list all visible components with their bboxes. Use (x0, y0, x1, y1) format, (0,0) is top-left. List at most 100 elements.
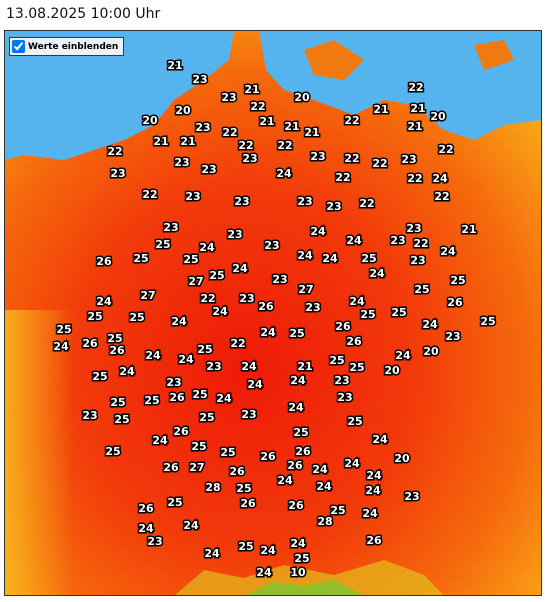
temperature-label: 24 (369, 267, 385, 280)
temperature-label: 23 (192, 73, 207, 86)
temperature-label: 23 (390, 234, 405, 247)
temperature-label: 25 (294, 552, 309, 565)
temperature-label: 25 (92, 370, 107, 383)
temperature-label: 26 (82, 337, 98, 350)
temperature-label: 22 (407, 172, 422, 185)
temperature-label: 24 (365, 484, 381, 497)
temperature-label: 25 (220, 446, 235, 459)
temperature-label: 24 (276, 167, 292, 180)
temperature-label: 23 (334, 374, 349, 387)
temperature-label: 24 (432, 172, 448, 185)
temperature-label: 22 (222, 126, 237, 139)
temperature-label: 25 (110, 396, 125, 409)
temperature-label: 24 (145, 349, 161, 362)
temperature-label: 26 (240, 497, 256, 510)
temperature-label: 24 (395, 349, 411, 362)
temperature-label: 24 (344, 457, 360, 470)
temperature-label: 25 (236, 482, 251, 495)
temperature-label: 23 (272, 273, 287, 286)
temperature-label: 26 (260, 450, 276, 463)
temperature-label: 25 (129, 311, 144, 324)
temperature-label: 24 (288, 401, 304, 414)
temperature-label: 20 (430, 110, 446, 123)
temperature-label: 26 (163, 461, 179, 474)
temperature-label: 20 (394, 452, 410, 465)
temperature-label: 21 (297, 360, 312, 373)
temperature-label: 20 (384, 364, 400, 377)
temperature-label: 23 (234, 195, 249, 208)
temperature-label: 23 (305, 301, 320, 314)
temperature-label: 27 (188, 275, 203, 288)
temperature-label: 24 (260, 326, 276, 339)
temperature-label: 25 (199, 411, 214, 424)
temperature-label: 26 (335, 320, 351, 333)
temperature-label: 24 (53, 340, 69, 353)
temperature-label: 25 (192, 388, 207, 401)
temperature-label: 21 (167, 59, 182, 72)
temperature-label: 24 (366, 469, 382, 482)
temperature-label: 25 (56, 323, 71, 336)
temperature-label: 25 (155, 238, 170, 251)
temperature-label: 26 (169, 391, 185, 404)
temperature-label: 25 (480, 315, 495, 328)
temperature-label: 20 (175, 104, 191, 117)
temperature-label: 22 (413, 237, 428, 250)
temperature-label: 21 (244, 83, 259, 96)
temperature-label: 26 (287, 459, 303, 472)
temperature-label: 21 (461, 223, 476, 236)
temperature-label: 26 (447, 296, 463, 309)
temperature-label: 24 (96, 295, 112, 308)
temperature-label: 23 (163, 221, 178, 234)
temperature-label: 25 (349, 361, 364, 374)
temperature-label: 23 (337, 391, 352, 404)
temperature-label: 25 (361, 252, 376, 265)
temperature-label: 23 (404, 490, 419, 503)
temperature-label: 24 (178, 353, 194, 366)
temperature-label: 23 (206, 360, 221, 373)
temperature-label: 23 (201, 163, 216, 176)
temperature-label: 23 (110, 167, 125, 180)
temperature-label: 23 (82, 409, 97, 422)
temperature-label: 23 (310, 150, 325, 163)
toggle-label: Werte einblenden (28, 41, 119, 52)
temperature-label: 22 (107, 145, 122, 158)
temperature-label: 23 (227, 228, 242, 241)
temperature-label: 25 (209, 269, 224, 282)
temperature-label: 20 (423, 345, 439, 358)
temperature-label: 24 (119, 365, 135, 378)
temperature-label: 23 (242, 152, 257, 165)
temperature-label: 24 (312, 463, 328, 476)
temperature-label: 23 (166, 376, 181, 389)
title: 13.08.2025 10:00 Uhr (6, 6, 161, 22)
temperature-label: 24 (290, 537, 306, 550)
temperature-label: 24 (440, 245, 456, 258)
temperature-label: 25 (293, 426, 308, 439)
temperature-label: 25 (144, 394, 159, 407)
islands (304, 40, 514, 80)
toggle[interactable]: Werte einblenden (9, 37, 125, 56)
temperature-label: 25 (105, 445, 120, 458)
temperature-label: 21 (304, 126, 319, 139)
temperature-label: 27 (189, 461, 204, 474)
temperature-label: 23 (241, 408, 256, 421)
temperature-label: 26 (366, 534, 382, 547)
temperature-label: 23 (264, 239, 279, 252)
temperature-label: 24 (297, 249, 313, 262)
temperature-label: 21 (410, 102, 425, 115)
temperature-label: 25 (347, 415, 362, 428)
temperature-label: 26 (288, 499, 304, 512)
temperature-label: 24 (247, 378, 263, 391)
temperature-label: 24 (183, 519, 199, 532)
temperature-label: 24 (316, 480, 332, 493)
temperature-label: 21 (407, 120, 422, 133)
temperature-label: 25 (391, 306, 406, 319)
temperature-label: 24 (260, 544, 276, 557)
checkbox[interactable] (12, 40, 25, 53)
temperature-label: 26 (96, 255, 112, 268)
alps-high (244, 580, 364, 596)
temperature-label: 21 (284, 120, 299, 133)
temperature-label: 22 (277, 139, 292, 152)
temperature-label: 24 (256, 566, 272, 579)
temperature-label: 25 (183, 253, 198, 266)
